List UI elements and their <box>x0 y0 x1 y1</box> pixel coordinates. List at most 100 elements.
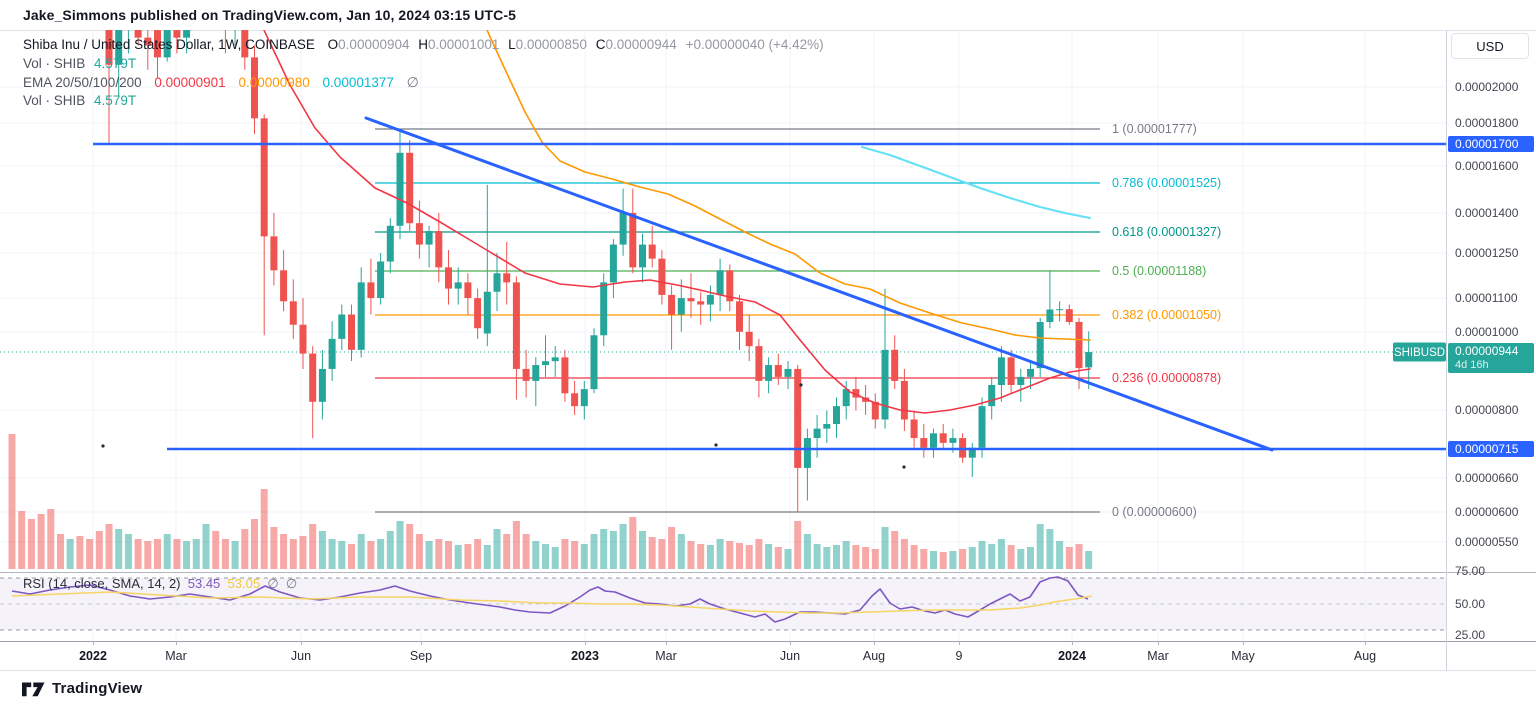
time-axis-month-label: Jun <box>290 649 312 663</box>
tradingview-logo-icon <box>22 682 45 697</box>
volume-bars <box>8 434 1093 569</box>
time-axis-month-label: Jun <box>779 649 801 663</box>
time-axis-tick <box>666 641 667 645</box>
ema50-value: 0.00000980 <box>238 75 310 90</box>
time-axis-tick <box>93 641 94 645</box>
price-axis-tick: 75.00 <box>1455 564 1486 578</box>
svg-text:SHIBUSD: SHIBUSD <box>1394 347 1445 359</box>
time-axis-tick <box>1243 641 1244 645</box>
time-axis-tick <box>790 641 791 645</box>
candles <box>98 30 1093 513</box>
time-axis-month-label: Mar <box>1147 649 1169 663</box>
price-axis[interactable]: USD 0.00002000 0.00001800 0.00001600 0.0000… <box>1447 30 1536 671</box>
pane-divider-bottom[interactable] <box>0 641 1536 642</box>
volume-label: Vol · SHIB <box>23 55 86 71</box>
drawing-anchor-dot <box>101 444 105 448</box>
fib-level-label: 1 (0.00001777) <box>1112 122 1197 136</box>
ema200-value: 0.00001377 <box>322 75 394 90</box>
time-axis-tick <box>1365 641 1366 645</box>
price-axis-badge: 0.00001700 <box>1448 136 1534 152</box>
time-axis-border <box>0 670 1536 671</box>
price-axis-tick: 50.00 <box>1455 597 1486 611</box>
price-axis-tick: 0.00000600 <box>1455 505 1519 519</box>
grid-lines <box>0 30 1446 571</box>
open-label: O <box>327 37 339 52</box>
fib-level-label: 0.382 (0.00001050) <box>1112 308 1221 322</box>
time-axis-tick <box>176 641 177 645</box>
time-axis-year-label: 2023 <box>571 649 599 663</box>
price-axis-tick: 0.00002000 <box>1455 80 1519 94</box>
time-axis-month-label: Aug <box>862 649 886 663</box>
time-axis-month-label: May <box>1231 649 1255 663</box>
price-axis-tick: 25.00 <box>1455 628 1486 642</box>
empty-set-icon-1: ∅ <box>267 576 279 591</box>
chart-layers: 1 (0.00001777) 0.786 (0.00001525) 0.618 (0… <box>0 30 1446 571</box>
high-value: 0.00001001 <box>428 37 500 52</box>
price-axis-border <box>1446 30 1447 671</box>
volume-label-2: Vol · SHIB <box>23 92 86 108</box>
fib-retracement: 1 (0.00001777) 0.786 (0.00001525) 0.618 (0… <box>375 122 1221 519</box>
rsi-sma-value: 53.05 <box>227 576 261 591</box>
empty-set-icon: ∅ <box>406 74 419 90</box>
volume-legend-row[interactable]: Vol · SHIB 4.579T <box>23 55 824 74</box>
currency-toggle-button[interactable]: USD <box>1451 33 1529 59</box>
empty-set-icon-2: ∅ <box>285 576 298 591</box>
fib-level-label: 0.786 (0.00001525) <box>1112 176 1221 190</box>
ema20-value: 0.00000901 <box>154 75 226 90</box>
price-axis-tick: 0.00000800 <box>1455 403 1519 417</box>
time-axis-tick <box>1072 641 1073 645</box>
symbol-legend-row[interactable]: Shiba Inu / United States Dollar, 1W, CO… <box>23 36 824 55</box>
time-axis-month-label: Mar <box>655 649 677 663</box>
drawings <box>93 116 1446 452</box>
time-axis-tick <box>301 641 302 645</box>
rsi-sma-line <box>11 591 1093 614</box>
time-axis[interactable]: 2022 Mar Jun Sep 2023 Mar Jun Aug 9 2024 Mar May Aug <box>0 641 1446 670</box>
drawing-anchor-dot <box>799 383 803 387</box>
symbol-price-flag: SHIBUSD <box>1393 342 1446 362</box>
time-axis-tick <box>959 641 960 645</box>
high-label: H <box>418 37 429 52</box>
symbol-title[interactable]: Shiba Inu / United States Dollar, 1W, CO… <box>23 37 315 52</box>
chart-legend: Shiba Inu / United States Dollar, 1W, CO… <box>23 36 824 110</box>
fib-level-label: 0.5 (0.00001188) <box>1112 264 1206 278</box>
rsi-title: RSI (14, close, SMA, 14, 2) <box>23 576 181 591</box>
volume-legend-row-2[interactable]: Vol · SHIB 4.579T <box>23 92 824 111</box>
price-axis-tick: 0.00001100 <box>1455 291 1518 305</box>
price-axis-badge: 0.00000715 <box>1448 441 1534 457</box>
price-axis-tick: 0.00001800 <box>1455 116 1519 130</box>
volume-value: 4.579T <box>94 55 137 71</box>
time-axis-tick <box>1158 641 1159 645</box>
ema-line-cyan <box>861 146 1091 219</box>
time-axis-year-label: 2024 <box>1058 649 1086 663</box>
ema-legend-row[interactable]: EMA 20/50/100/200 0.00000901 0.00000980 … <box>23 73 824 92</box>
rsi-legend[interactable]: RSI (14, close, SMA, 14, 2) 53.45 53.05 … <box>23 576 297 592</box>
tradingview-logo[interactable]: TradingView <box>22 680 142 697</box>
close-label: C <box>595 37 606 52</box>
price-axis-tick: 0.00000550 <box>1455 535 1519 549</box>
drawing-anchor-dot <box>902 465 906 469</box>
rsi-line <box>11 576 1089 623</box>
time-axis-tick <box>585 641 586 645</box>
published-header: Jake_Simmons published on TradingView.co… <box>23 7 516 23</box>
fib-level-label: 0 (0.00000600) <box>1112 505 1197 519</box>
price-axis-tick: 0.00001000 <box>1455 325 1519 339</box>
time-axis-month-label: 9 <box>955 649 963 663</box>
ema-label: EMA 20/50/100/200 <box>23 75 142 90</box>
rsi-pane[interactable] <box>0 573 1446 641</box>
low-value: 0.00000850 <box>515 37 587 52</box>
price-axis-tick: 0.00001250 <box>1455 246 1519 260</box>
price-axis-badge: 0.00000944 4d 16h <box>1448 343 1534 373</box>
header-divider <box>0 30 1536 31</box>
pane-divider-top[interactable] <box>0 572 1536 573</box>
price-chart-pane[interactable]: 1 (0.00001777) 0.786 (0.00001525) 0.618 (0… <box>0 30 1446 573</box>
fib-level-label: 0.618 (0.00001327) <box>1112 225 1221 239</box>
volume-value-2: 4.579T <box>94 92 137 108</box>
time-axis-tick <box>874 641 875 645</box>
price-axis-tick: 0.00001600 <box>1455 159 1519 173</box>
ema-line-red <box>263 30 1091 414</box>
time-axis-tick <box>421 641 422 645</box>
price-axis-tick: 0.00000660 <box>1455 471 1519 485</box>
time-axis-year-label: 2022 <box>79 649 107 663</box>
drawing-anchor-dot <box>714 443 718 447</box>
